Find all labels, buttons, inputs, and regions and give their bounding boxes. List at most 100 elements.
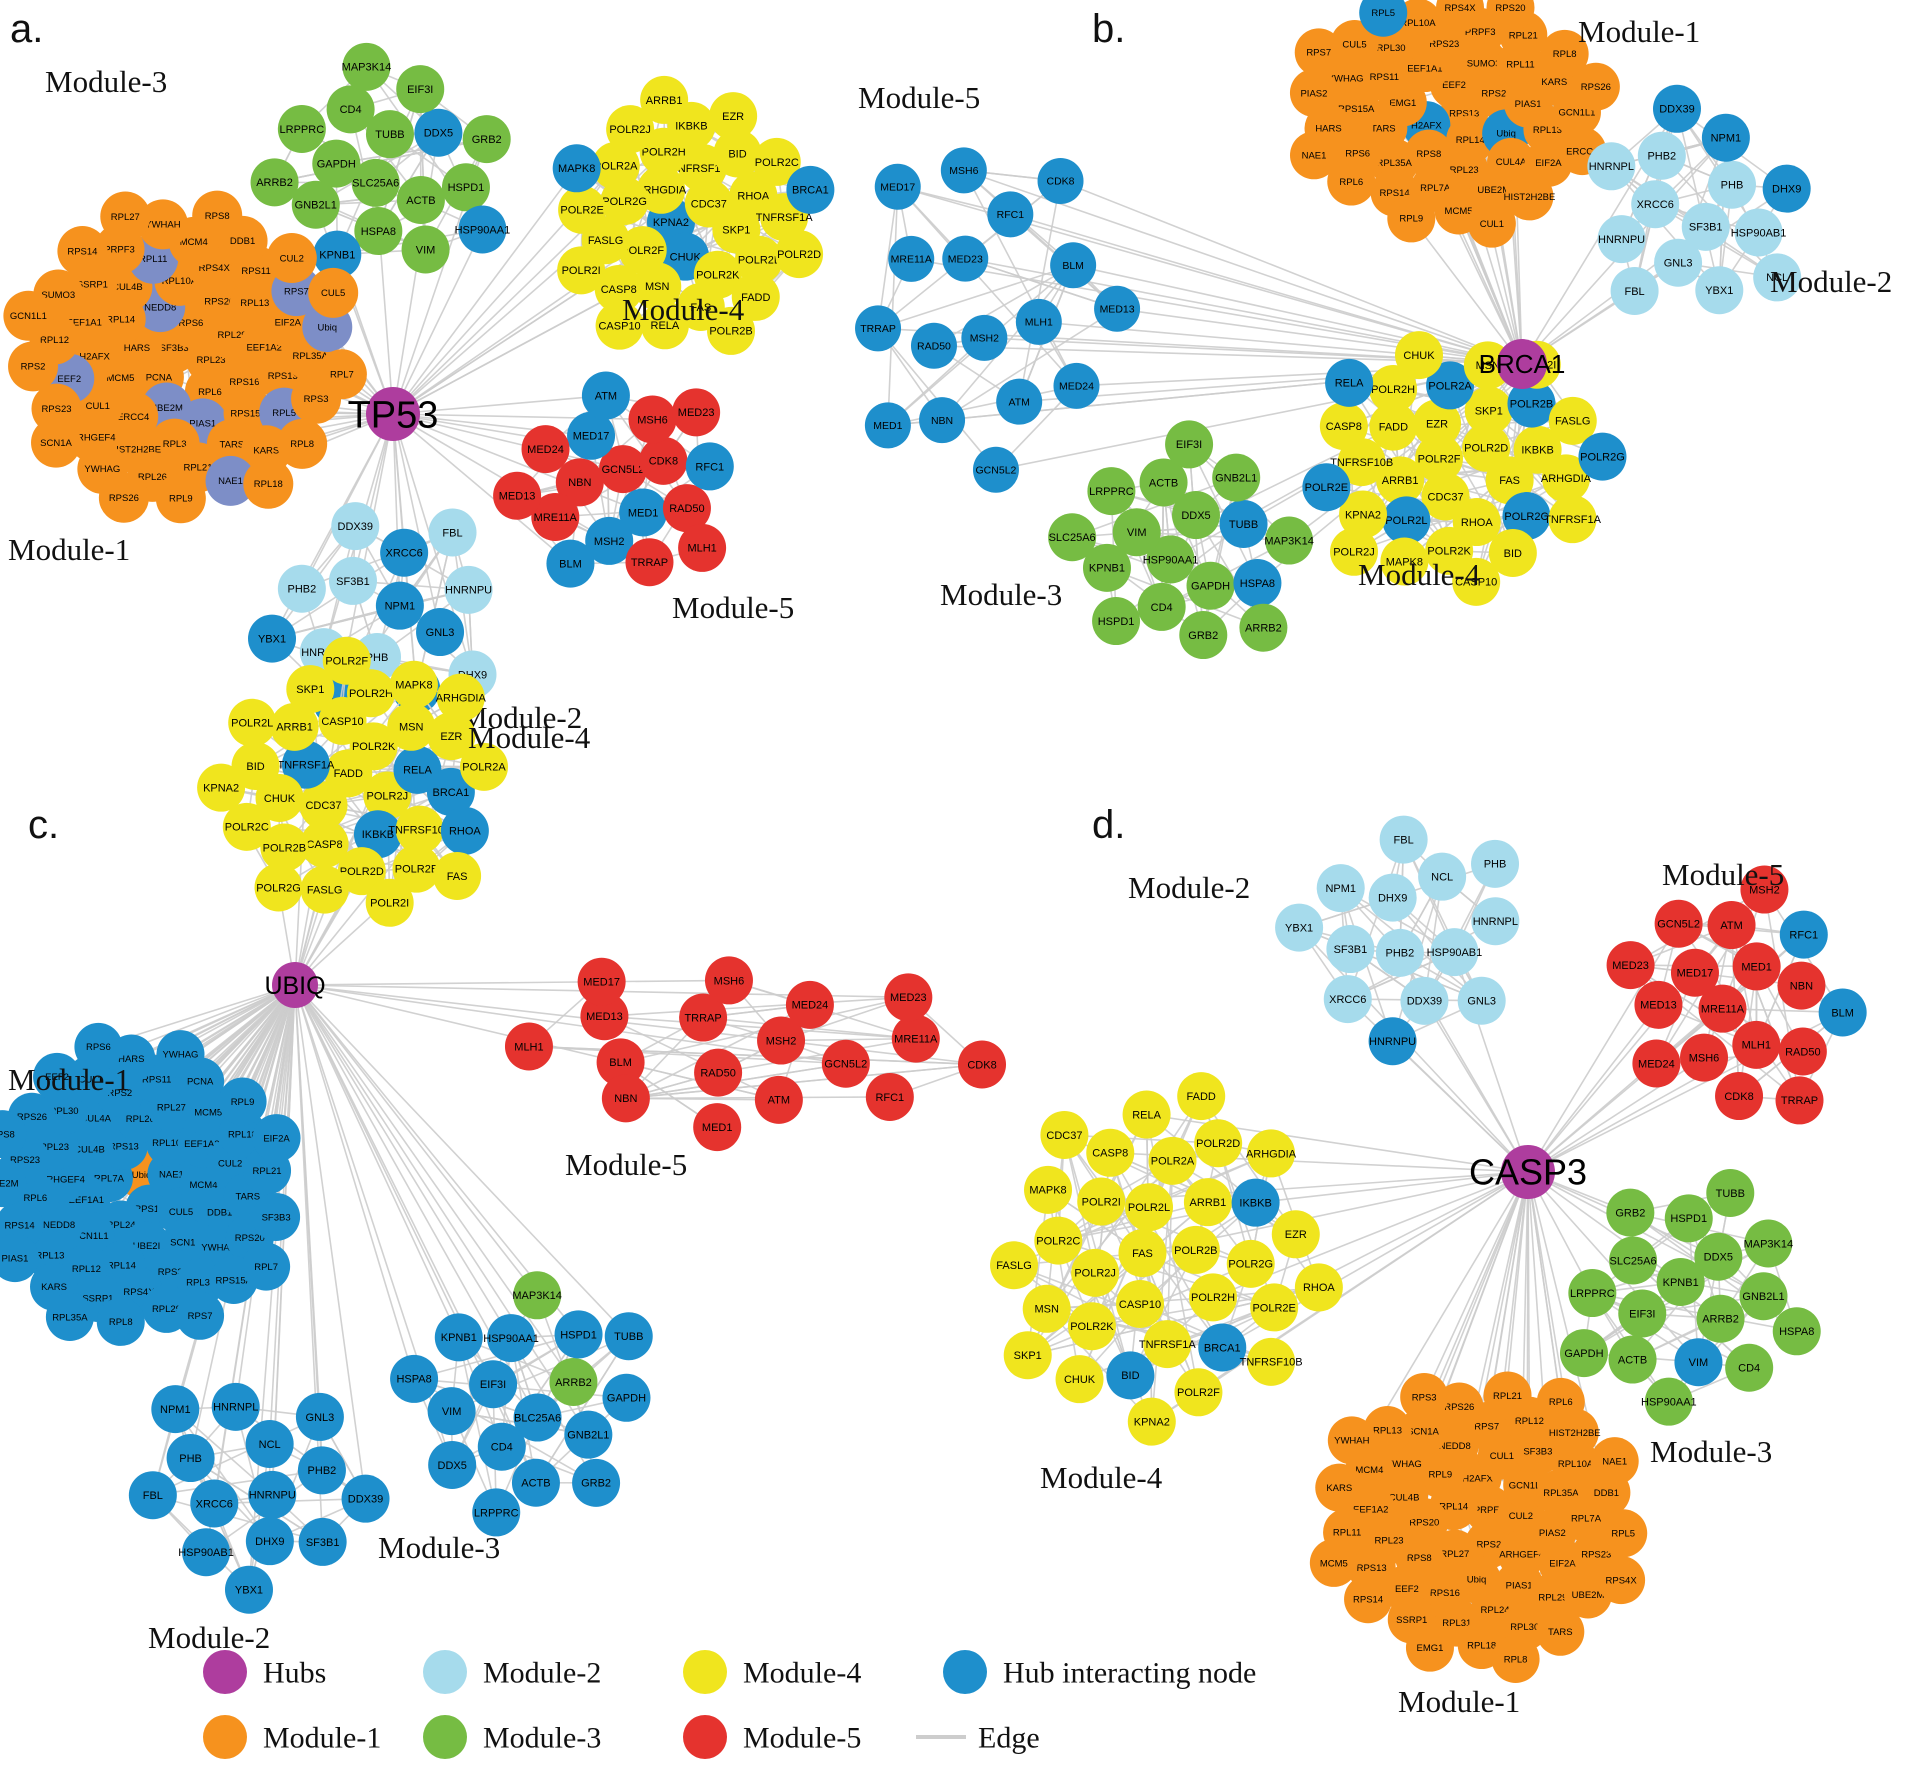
node-kpna2: KPNA2 bbox=[1127, 1397, 1176, 1446]
node-lrpprc: LRPPRC bbox=[277, 104, 326, 153]
node-circle bbox=[625, 538, 674, 587]
node-grb2: GRB2 bbox=[1606, 1188, 1655, 1237]
node-circle bbox=[1037, 157, 1084, 204]
node-circle bbox=[1125, 1183, 1174, 1232]
node-rps8: RPS8 bbox=[192, 190, 243, 241]
node-gnb2l1: GNB2L1 bbox=[1212, 453, 1261, 502]
node-cd4: CD4 bbox=[326, 85, 375, 134]
module-title-c-module-5: Module-5 bbox=[565, 1147, 687, 1182]
node-emg1: EMG1 bbox=[1405, 1623, 1454, 1672]
node-circle bbox=[504, 1022, 553, 1071]
node-circle bbox=[1122, 1090, 1171, 1139]
node-grb2: GRB2 bbox=[462, 115, 511, 164]
node-gcn5l2: GCN5L2 bbox=[972, 446, 1019, 493]
node-hnrnpl: HNRNPL bbox=[211, 1382, 260, 1431]
edge bbox=[458, 1337, 498, 1513]
node-bid: BID bbox=[1106, 1351, 1155, 1400]
hub-edge bbox=[1423, 1171, 1529, 1398]
node-circle bbox=[205, 455, 256, 506]
node-circle bbox=[1536, 1607, 1585, 1656]
node-circle bbox=[1430, 928, 1479, 977]
node-gnb2l1: GNB2L1 bbox=[291, 180, 340, 229]
node-circle bbox=[752, 137, 801, 186]
edge bbox=[1347, 839, 1405, 1000]
node-gapdh: GAPDH bbox=[602, 1373, 651, 1422]
node-ywhah: YWHAH bbox=[1327, 1416, 1376, 1465]
node-circle bbox=[865, 1072, 914, 1121]
module-title-d-module-3: Module-3 bbox=[1650, 1434, 1772, 1469]
nodes-layer: RPS13H2AFXEEF2RPL14EMG1RPS2RPS8EEF1A1Ubi… bbox=[855, 0, 1811, 660]
node-circle bbox=[972, 446, 1019, 493]
node-med24: MED24 bbox=[1632, 1039, 1681, 1088]
node-ikbkb: IKBKB bbox=[1231, 1178, 1280, 1227]
node-circle bbox=[1471, 897, 1520, 946]
node-circle bbox=[821, 1039, 870, 1088]
node-fbl: FBL bbox=[1379, 815, 1428, 864]
node-tubb: TUBB bbox=[604, 1312, 653, 1361]
node-circle bbox=[182, 1528, 231, 1577]
node-ybx1: YBX1 bbox=[1275, 903, 1324, 952]
node-circle bbox=[224, 1565, 273, 1614]
node-gnb2l1: GNB2L1 bbox=[1739, 1272, 1788, 1321]
node-sf3b1: SF3B1 bbox=[1326, 925, 1375, 974]
node-phb: PHB bbox=[1471, 839, 1520, 888]
node-circle bbox=[1664, 1194, 1713, 1243]
hub-edge bbox=[392, 229, 484, 415]
node-hspd1: HSPD1 bbox=[441, 163, 490, 212]
node-circle bbox=[599, 445, 648, 494]
hub-edge bbox=[1101, 1171, 1529, 1203]
node-gcn1l1: GCN1L1 bbox=[3, 290, 54, 341]
node-circle bbox=[1452, 557, 1501, 606]
node-circle bbox=[1715, 1072, 1764, 1121]
node-circle bbox=[211, 1382, 260, 1431]
node-nae1: NAE1 bbox=[1590, 1437, 1639, 1486]
node-casp8: CASP8 bbox=[1319, 402, 1368, 451]
node-circle bbox=[1189, 1273, 1238, 1322]
node-polr2e: POLR2E bbox=[1250, 1283, 1299, 1332]
node-eif3i: EIF3I bbox=[1165, 420, 1214, 469]
node-circle bbox=[640, 301, 689, 350]
edge bbox=[965, 257, 1118, 310]
edge bbox=[887, 186, 899, 426]
hub-edge bbox=[1255, 1171, 1529, 1204]
node-circle bbox=[1654, 238, 1703, 287]
node-circle bbox=[192, 190, 243, 241]
node-circle bbox=[557, 246, 606, 295]
node-circle bbox=[555, 458, 604, 507]
node-circle bbox=[1148, 1136, 1197, 1185]
node-circle bbox=[1087, 467, 1136, 516]
node-circle bbox=[295, 1392, 344, 1441]
hub-label: BRCA1 bbox=[1479, 349, 1566, 379]
node-circle bbox=[577, 957, 626, 1006]
node-fas: FAS bbox=[1118, 1229, 1167, 1278]
hub-edge bbox=[1527, 1171, 1531, 1421]
node-rps4x: RPS4X bbox=[1597, 1556, 1646, 1605]
node-cul5: CUL5 bbox=[308, 267, 359, 318]
node-circle bbox=[252, 1192, 301, 1241]
edge bbox=[941, 308, 1118, 421]
edge bbox=[301, 531, 453, 590]
node-circle bbox=[552, 144, 601, 193]
node-gnl3: GNL3 bbox=[1457, 976, 1506, 1025]
edge bbox=[1632, 1295, 1764, 1361]
node-polr2g: POLR2G bbox=[254, 863, 303, 912]
node-circle bbox=[1753, 253, 1802, 302]
node-rps7: RPS7 bbox=[1294, 28, 1343, 77]
node-polr2a: POLR2A bbox=[1148, 1136, 1197, 1185]
node-polr2e: POLR2E bbox=[1302, 463, 1351, 512]
node-circle bbox=[493, 471, 542, 520]
node-rpl6: RPL6 bbox=[1536, 1377, 1585, 1426]
node-circle bbox=[1171, 491, 1220, 540]
module-title-c-module-1: Module-1 bbox=[8, 1062, 130, 1097]
legend-label: Module-3 bbox=[483, 1722, 601, 1755]
node-circle bbox=[1294, 28, 1343, 77]
node-med1: MED1 bbox=[864, 402, 911, 449]
node-circle bbox=[1171, 1225, 1220, 1274]
node-circle bbox=[704, 956, 753, 1005]
node-cd4: CD4 bbox=[1725, 1343, 1774, 1392]
edge bbox=[1630, 964, 1757, 1046]
node-circle bbox=[1247, 1129, 1296, 1178]
node-rhoa: RHOA bbox=[1294, 1263, 1343, 1312]
